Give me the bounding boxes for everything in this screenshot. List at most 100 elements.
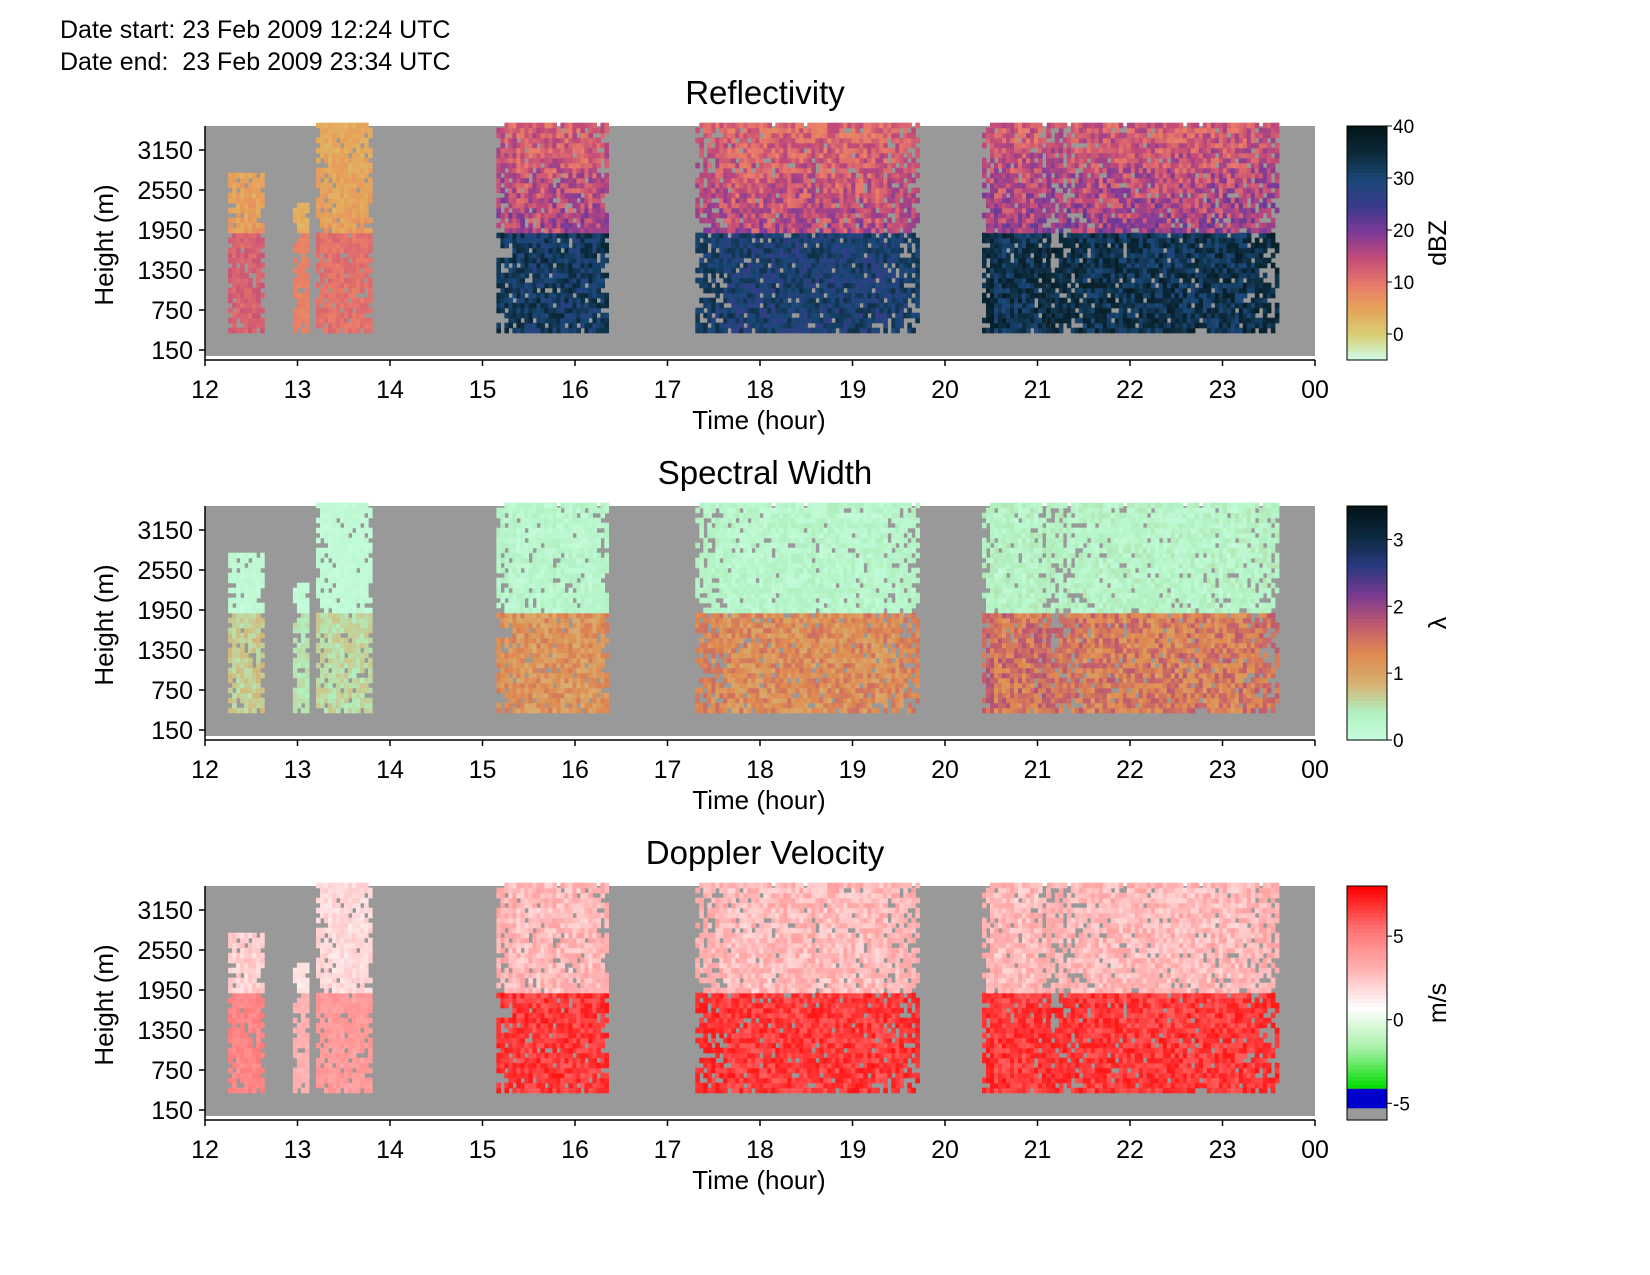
heatmap-cell	[807, 213, 812, 219]
heatmap-cell	[1018, 243, 1023, 249]
heatmap-cell	[1010, 228, 1015, 234]
heatmap-cell	[727, 258, 732, 264]
heatmap-cell	[743, 143, 748, 149]
heatmap-cell	[843, 268, 848, 274]
heatmap-cell	[879, 298, 884, 304]
heatmap-cell	[883, 168, 888, 174]
heatmap-cell	[1018, 303, 1023, 309]
heatmap-cell	[516, 253, 521, 259]
heatmap-cell	[811, 213, 816, 219]
heatmap-cell	[843, 263, 848, 269]
heatmap-cell	[580, 173, 585, 179]
heatmap-cell	[536, 273, 541, 279]
heatmap-cell	[899, 178, 904, 184]
heatmap-cell	[723, 238, 728, 244]
heatmap-cell	[524, 313, 529, 319]
heatmap-cell	[244, 213, 249, 219]
heatmap-cell	[596, 278, 601, 284]
heatmap-cell	[520, 228, 525, 234]
heatmap-cell	[1099, 258, 1104, 264]
heatmap-cell	[827, 323, 832, 329]
heatmap-cell	[500, 148, 505, 154]
heatmap-cell	[982, 283, 987, 289]
heatmap-cell	[887, 133, 892, 139]
heatmap-cell	[560, 163, 565, 169]
heatmap-cell	[596, 138, 601, 144]
heatmap-cell	[1006, 218, 1011, 224]
heatmap-cell	[807, 278, 812, 284]
heatmap-cell	[915, 288, 920, 294]
heatmap-cell	[332, 283, 337, 289]
heatmap-cell	[1022, 303, 1027, 309]
heatmap-cell	[1079, 273, 1084, 279]
heatmap-cell	[723, 253, 728, 259]
heatmap-cell	[248, 313, 253, 319]
heatmap-cell	[332, 123, 337, 129]
heatmap-cell	[767, 228, 772, 234]
heatmap-cell	[855, 188, 860, 194]
heatmap-cell	[1099, 213, 1104, 219]
heatmap-cell	[588, 143, 593, 149]
heatmap-cell	[512, 213, 517, 219]
heatmap-cell	[1071, 138, 1076, 144]
heatmap-cell	[320, 223, 325, 229]
heatmap-cell	[891, 298, 896, 304]
heatmap-cell	[998, 233, 1003, 239]
heatmap-cell	[982, 168, 987, 174]
heatmap-cell	[871, 213, 876, 219]
heatmap-cell	[807, 263, 812, 269]
heatmap-cell	[735, 218, 740, 224]
heatmap-cell	[544, 243, 549, 249]
heatmap-cell	[364, 268, 369, 274]
heatmap-cell	[815, 288, 820, 294]
heatmap-cell	[544, 233, 549, 239]
heatmap-cell	[803, 313, 808, 319]
heatmap-cell	[839, 263, 844, 269]
heatmap-cell	[356, 148, 361, 154]
heatmap-cell	[364, 148, 369, 154]
heatmap-cell	[787, 318, 792, 324]
heatmap-cell	[496, 158, 501, 164]
heatmap-cell	[759, 263, 764, 269]
heatmap-cell	[1067, 208, 1072, 214]
heatmap-cell	[328, 248, 333, 254]
heatmap-cell	[1083, 318, 1088, 324]
heatmap-cell	[301, 248, 306, 254]
heatmap-cell	[305, 228, 310, 234]
heatmap-cell	[252, 318, 257, 324]
heatmap-cell	[791, 193, 796, 199]
heatmap-cell	[703, 158, 708, 164]
heatmap-cell	[895, 283, 900, 289]
heatmap-cell	[1022, 328, 1027, 334]
heatmap-cell	[360, 193, 365, 199]
heatmap-cell	[715, 243, 720, 249]
heatmap-cell	[1059, 158, 1064, 164]
heatmap-cell	[244, 258, 249, 264]
heatmap-cell	[871, 283, 876, 289]
heatmap-cell	[867, 208, 872, 214]
heatmap-cell	[556, 278, 561, 284]
heatmap-cell	[875, 243, 880, 249]
heatmap-cell	[731, 278, 736, 284]
heatmap-cell	[1083, 243, 1088, 249]
heatmap-cell	[699, 263, 704, 269]
heatmap-cell	[1034, 218, 1039, 224]
heatmap-cell	[352, 253, 357, 259]
heatmap-cell	[1091, 273, 1096, 279]
heatmap-cell	[819, 193, 824, 199]
heatmap-cell	[348, 303, 353, 309]
heatmap-cell	[1046, 168, 1051, 174]
heatmap-cell	[352, 183, 357, 189]
heatmap-cell	[703, 208, 708, 214]
heatmap-cell	[907, 198, 912, 204]
heatmap-cell	[528, 298, 533, 304]
heatmap-cell	[839, 288, 844, 294]
heatmap-cell	[1067, 268, 1072, 274]
heatmap-cell	[767, 138, 772, 144]
heatmap-cell	[855, 278, 860, 284]
heatmap-cell	[496, 233, 501, 239]
heatmap-cell	[512, 313, 517, 319]
heatmap-cell	[364, 158, 369, 164]
heatmap-cell	[871, 243, 876, 249]
heatmap-cell	[596, 188, 601, 194]
